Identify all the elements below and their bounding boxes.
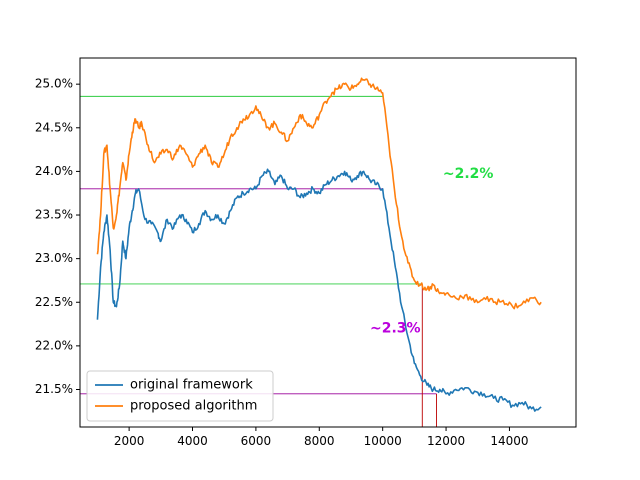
annotation-label-1: ~2.2% xyxy=(443,166,494,182)
x-tick-label: 8000 xyxy=(304,434,335,448)
axes-frame xyxy=(79,57,577,428)
y-tick-label: 23.0% xyxy=(35,251,73,265)
y-tick-label: 24.5% xyxy=(35,120,73,134)
series-lines xyxy=(96,77,542,412)
legend-label-2: proposed algorithm xyxy=(130,399,257,414)
y-tick-label: 22.0% xyxy=(35,338,73,352)
y-tick-label: 21.5% xyxy=(35,382,73,396)
y-tick-label: 25.0% xyxy=(35,77,73,91)
x-tick-label: 12000 xyxy=(427,434,465,448)
x-tick-label: 2000 xyxy=(114,434,145,448)
y-axis: 21.5% 22.0% 22.5% 23.0% 23.5% 24.0% 24.5% 25.0% xyxy=(35,77,80,396)
annotation-label-2: ~2.3% xyxy=(370,320,421,336)
annotations: ~2.2% ~2.3% xyxy=(370,166,493,336)
y-tick-label: 22.5% xyxy=(35,295,73,309)
series-line-2 xyxy=(96,77,542,310)
x-axis: 2000 4000 6000 8000 10000 12000 14000 xyxy=(114,427,529,448)
y-tick-label: 23.5% xyxy=(35,208,73,222)
plot-area: ~2.2% ~2.3% xyxy=(80,77,542,427)
series-line-1 xyxy=(96,168,542,412)
x-tick-label: 10000 xyxy=(364,434,402,448)
y-tick-label: 24.0% xyxy=(35,164,73,178)
legend-label-1: original framework xyxy=(130,378,253,393)
legend-box xyxy=(86,370,274,422)
legend: original framework proposed algorithm xyxy=(86,370,274,422)
x-tick-label: 6000 xyxy=(241,434,272,448)
x-tick-label: 14000 xyxy=(490,434,528,448)
x-tick-label: 4000 xyxy=(177,434,208,448)
